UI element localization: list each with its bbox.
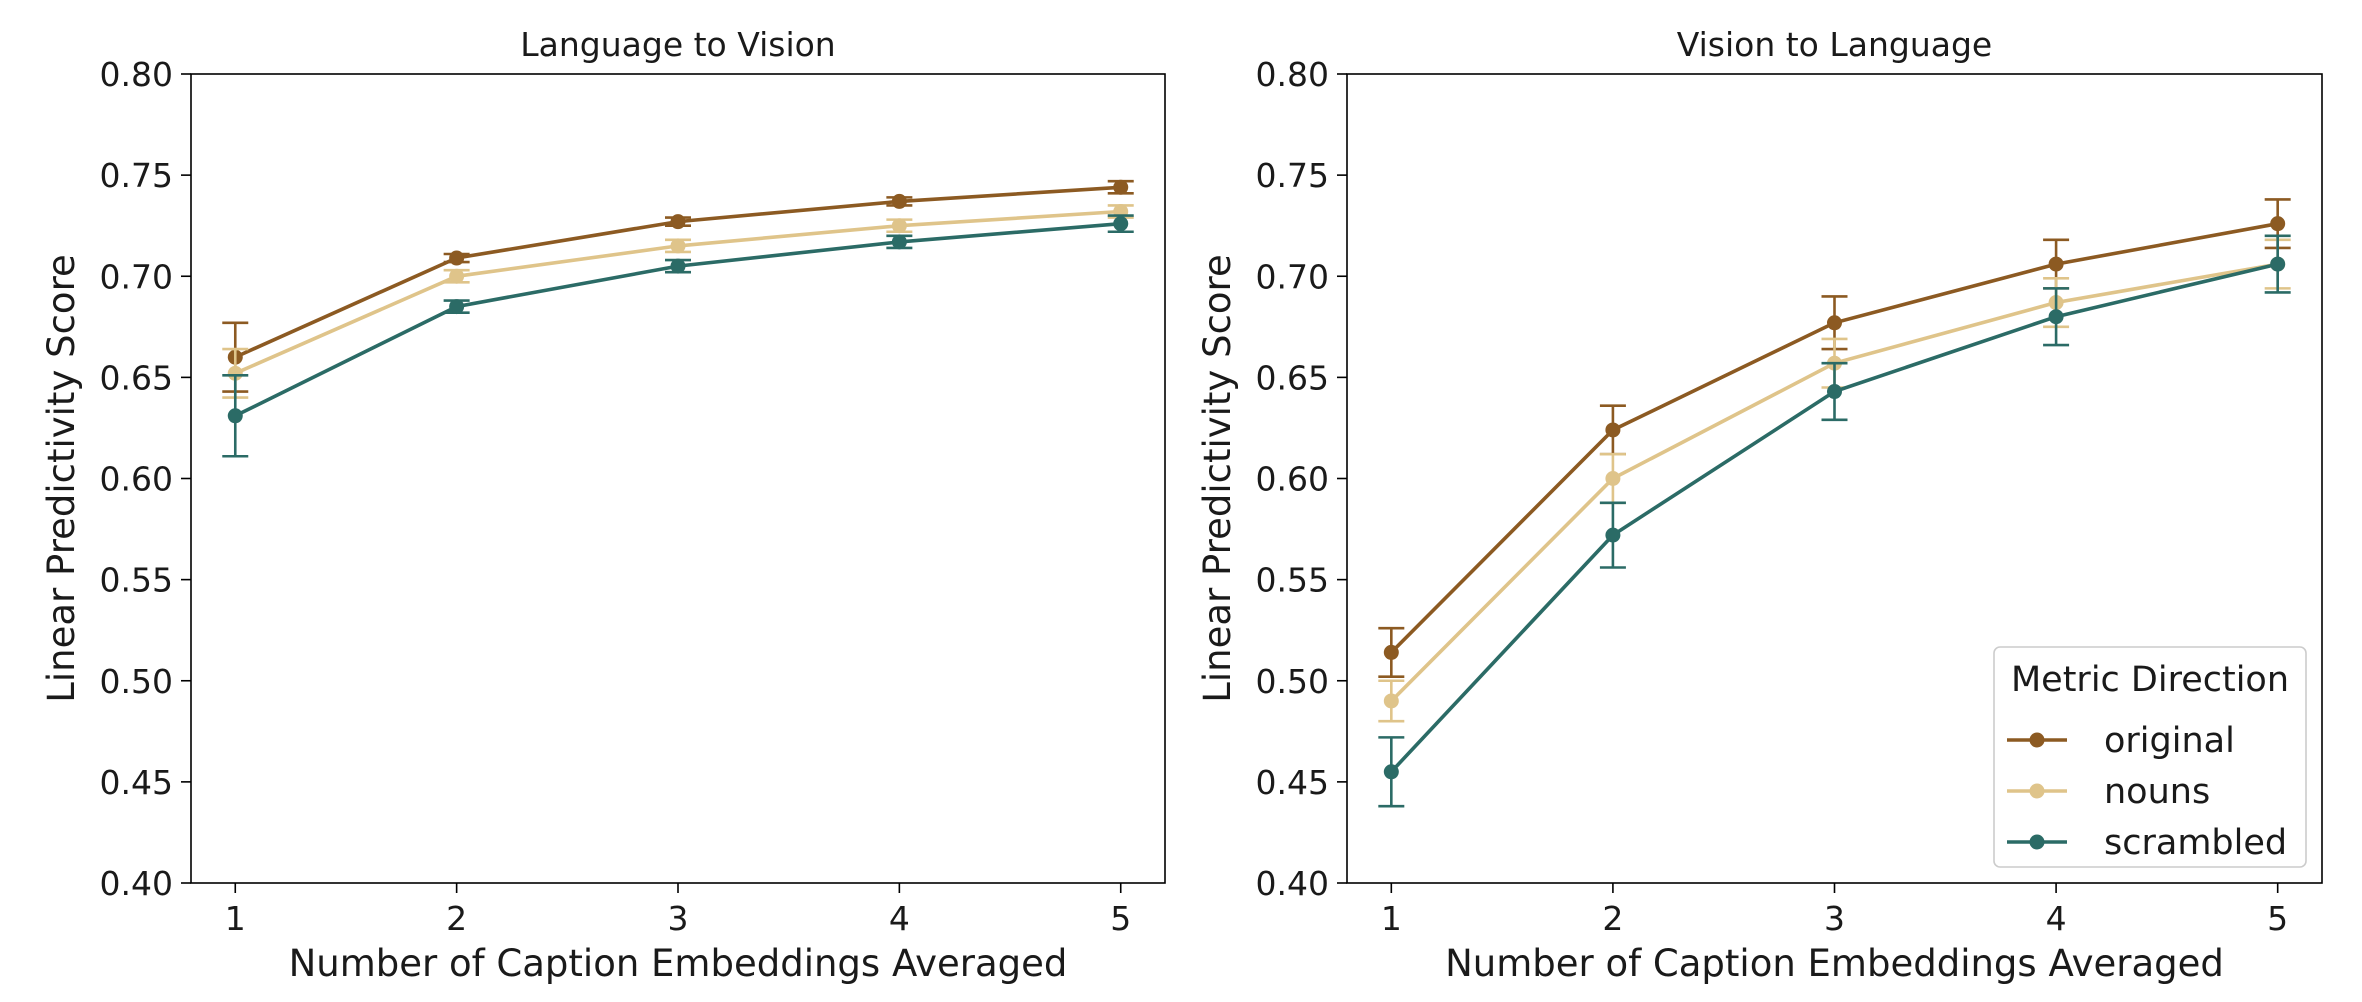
- legend-label-nouns: nouns: [2104, 772, 2210, 812]
- x-tick-label: 3: [668, 899, 689, 938]
- x-tick-label: 4: [2046, 899, 2067, 938]
- y-tick-label: 0.55: [1256, 561, 1329, 600]
- y-tick-label: 0.65: [100, 358, 173, 397]
- y-tick-label: 0.70: [100, 257, 173, 296]
- data-point-original: [2270, 216, 2286, 232]
- y-tick-label: 0.50: [100, 662, 173, 701]
- data-point-scrambled: [2270, 256, 2286, 272]
- y-tick-label: 0.40: [1256, 864, 1329, 903]
- data-point-scrambled: [227, 408, 243, 424]
- x-tick-label: 2: [446, 899, 467, 938]
- data-point-original: [1605, 422, 1621, 438]
- y-tick-label: 0.60: [1256, 460, 1329, 499]
- legend-marker-scrambled: [2029, 834, 2045, 850]
- data-point-nouns: [891, 218, 907, 234]
- legend-marker-original: [2029, 732, 2045, 748]
- x-tick-label: 2: [1602, 899, 1623, 938]
- data-point-scrambled: [2048, 309, 2064, 325]
- y-tick-label: 0.80: [1256, 55, 1329, 94]
- x-tick-label: 3: [1824, 899, 1845, 938]
- series-scrambled: [222, 214, 1134, 458]
- data-point-nouns: [1605, 471, 1621, 486]
- data-point-original: [2048, 256, 2064, 272]
- data-point-nouns: [227, 365, 243, 381]
- y-tick-label: 0.50: [1256, 662, 1329, 701]
- x-axis-label: Number of Caption Embeddings Averaged: [1445, 942, 2224, 985]
- data-point-scrambled: [1827, 384, 1842, 400]
- y-tick-label: 0.40: [100, 864, 173, 903]
- data-point-scrambled: [891, 234, 907, 250]
- data-point-original: [670, 214, 686, 230]
- data-point-scrambled: [449, 299, 465, 315]
- y-tick-label: 0.75: [100, 156, 173, 195]
- x-tick-label: 4: [889, 899, 910, 938]
- data-point-nouns: [449, 268, 465, 284]
- data-point-scrambled: [1113, 216, 1129, 232]
- data-point-original: [1383, 644, 1399, 660]
- x-tick-label: 5: [1110, 899, 1131, 938]
- data-point-original: [1827, 315, 1842, 331]
- x-tick-label: 5: [2267, 899, 2288, 938]
- series-original: [1378, 198, 2291, 679]
- y-tick-label: 0.55: [100, 561, 173, 600]
- legend-label-scrambled: scrambled: [2104, 823, 2287, 863]
- y-tick-label: 0.80: [100, 55, 173, 94]
- panel-language-to-vision: Language to Vision 0.40 0.45 0.50 0.55 0.60 0.…: [40, 25, 1166, 985]
- legend-marker-nouns: [2029, 783, 2045, 799]
- y-tick-label: 0.65: [1256, 358, 1329, 397]
- data-point-nouns: [1383, 693, 1399, 709]
- data-point-scrambled: [1605, 527, 1621, 543]
- legend: Metric Direction original nouns scrambled: [1993, 646, 2307, 868]
- series-scrambled: [1378, 234, 2291, 808]
- data-point-original: [891, 193, 907, 209]
- data-point-scrambled: [1383, 764, 1399, 780]
- chart-title: Language to Vision: [520, 25, 835, 64]
- legend-box: [1993, 646, 2307, 868]
- data-point-nouns: [670, 238, 686, 254]
- legend-label-original: original: [2104, 721, 2235, 761]
- x-tick-label: 1: [1381, 899, 1402, 938]
- series-nouns: [222, 204, 1134, 399]
- x-tick-label: 1: [225, 899, 246, 938]
- y-axis-label: Linear Predictivity Score: [1196, 254, 1239, 702]
- chart-title: Vision to Language: [1677, 25, 1992, 64]
- y-tick-label: 0.75: [1256, 156, 1329, 195]
- series-original: [222, 179, 1134, 393]
- data-point-original: [449, 250, 465, 266]
- y-tick-label: 0.60: [100, 460, 173, 499]
- x-axis-label: Number of Caption Embeddings Averaged: [289, 942, 1068, 985]
- panel-vision-to-language: Vision to Language 0.40 0.45 0.50 0.55 0.60 0.…: [1196, 25, 2323, 985]
- legend-title: Metric Direction: [2011, 660, 2289, 700]
- data-point-original: [1113, 179, 1129, 195]
- y-tick-label: 0.70: [1256, 257, 1329, 296]
- y-tick-label: 0.45: [100, 763, 173, 802]
- y-tick-label: 0.45: [1256, 763, 1329, 802]
- y-axis-label: Linear Predictivity Score: [40, 254, 83, 702]
- data-point-scrambled: [670, 258, 686, 274]
